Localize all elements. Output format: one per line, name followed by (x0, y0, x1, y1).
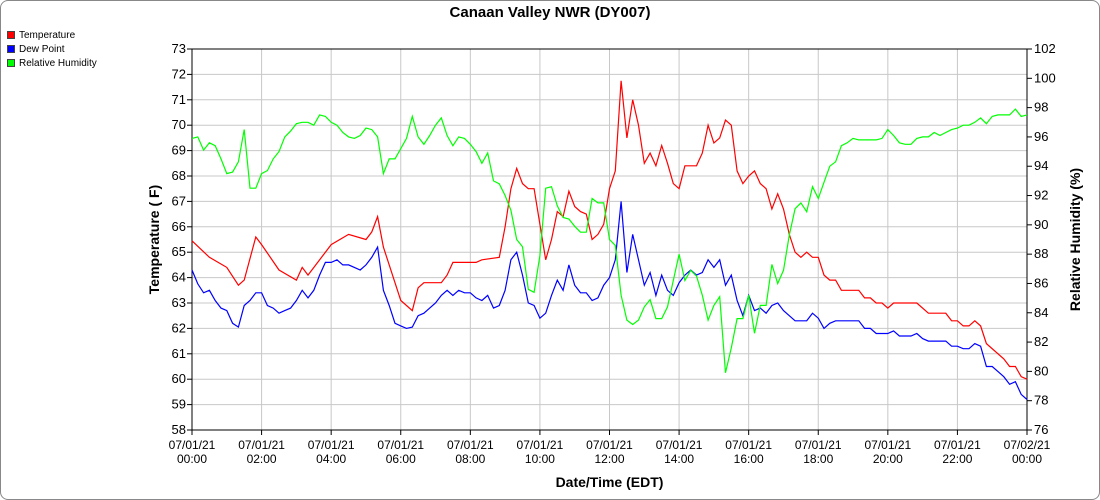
y-tick-label: 65 (172, 244, 186, 259)
series-line-dew-point (191, 201, 1028, 400)
legend-swatch-dew-point (7, 45, 15, 53)
x-tick-label-date: 07/01/21 (864, 438, 911, 452)
x-tick-label-time: 00:00 (1012, 452, 1042, 466)
y-tick-label: 64 (172, 270, 186, 285)
y2-axis-title: Relative Humidity (%) (1067, 168, 1083, 311)
y2-tick-label: 84 (1034, 305, 1048, 320)
y-tick-label: 63 (172, 295, 186, 310)
y2-tick-label: 92 (1034, 188, 1048, 203)
y-tick-label: 67 (172, 193, 186, 208)
chart-title: Canaan Valley NWR (DY007) (449, 4, 651, 21)
legend-label: Temperature (19, 29, 76, 41)
y2-tick-label: 82 (1034, 334, 1048, 349)
legend-item-relative-humidity: Relative Humidity (7, 56, 97, 70)
x-tick-label-date: 07/01/21 (517, 438, 564, 452)
x-tick-label-time: 18:00 (803, 452, 833, 466)
x-tick-label-time: 02:00 (247, 452, 277, 466)
y2-tick-label: 102 (1034, 41, 1056, 56)
x-axis-title: Date/Time (EDT) (556, 474, 664, 490)
x-tick-label-time: 06:00 (386, 452, 416, 466)
y-axis-title: Temperature ( F) (146, 185, 162, 294)
y-tick-label: 66 (172, 219, 186, 234)
x-tick-label-date: 07/01/21 (377, 438, 424, 452)
y2-tick-label: 94 (1034, 158, 1048, 173)
x-tick-label-time: 04:00 (316, 452, 346, 466)
x-tick-label-date: 07/01/21 (725, 438, 772, 452)
x-tick-label-date: 07/01/21 (169, 438, 216, 452)
y-tick-label: 69 (172, 143, 186, 158)
x-tick-label-date: 07/01/21 (934, 438, 981, 452)
y-tick-label: 68 (172, 168, 186, 183)
x-tick-label-date: 07/01/21 (586, 438, 633, 452)
y-tick-label: 71 (172, 92, 186, 107)
x-tick-label-time: 10:00 (525, 452, 555, 466)
legend-item-temperature: Temperature (7, 28, 97, 42)
y2-tick-label: 88 (1034, 246, 1048, 261)
legend: Temperature Dew Point Relative Humidity (7, 28, 97, 70)
x-tick-label-date: 07/01/21 (238, 438, 285, 452)
y-tick-label: 73 (172, 41, 186, 56)
x-tick-label-time: 16:00 (734, 452, 764, 466)
x-tick-label-date: 07/01/21 (795, 438, 842, 452)
series-line-temperature (191, 80, 1028, 380)
x-tick-label-time: 22:00 (942, 452, 972, 466)
x-tick-label-time: 12:00 (594, 452, 624, 466)
y-tick-label: 59 (172, 397, 186, 412)
legend-label: Relative Humidity (19, 57, 97, 69)
y2-tick-label: 86 (1034, 275, 1048, 290)
x-tick-label-date: 07/02/21 (1004, 438, 1051, 452)
y2-tick-label: 98 (1034, 100, 1048, 115)
y-tick-label: 62 (172, 320, 186, 335)
x-tick-label-time: 20:00 (873, 452, 903, 466)
y-tick-label: 58 (172, 422, 186, 437)
y2-tick-label: 76 (1034, 422, 1048, 437)
y-tick-label: 60 (172, 371, 186, 386)
series-line-relative-humidity (191, 108, 1028, 373)
x-tick-label-date: 07/01/21 (447, 438, 494, 452)
y-tick-label: 72 (172, 66, 186, 81)
x-tick-label-time: 14:00 (664, 452, 694, 466)
legend-item-dew-point: Dew Point (7, 42, 97, 56)
x-tick-label-time: 00:00 (177, 452, 207, 466)
legend-label: Dew Point (19, 43, 65, 55)
y2-tick-label: 100 (1034, 70, 1056, 85)
legend-swatch-relative-humidity (7, 59, 15, 67)
y-tick-label: 61 (172, 346, 186, 361)
y2-tick-label: 96 (1034, 129, 1048, 144)
x-tick-label-date: 07/01/21 (656, 438, 703, 452)
y2-tick-label: 78 (1034, 393, 1048, 408)
x-tick-label-time: 08:00 (455, 452, 485, 466)
y-tick-label: 70 (172, 117, 186, 132)
y2-tick-label: 90 (1034, 217, 1048, 232)
legend-swatch-temperature (7, 31, 15, 39)
y2-tick-label: 80 (1034, 363, 1048, 378)
plot-area (191, 48, 1028, 431)
x-tick-label-date: 07/01/21 (308, 438, 355, 452)
